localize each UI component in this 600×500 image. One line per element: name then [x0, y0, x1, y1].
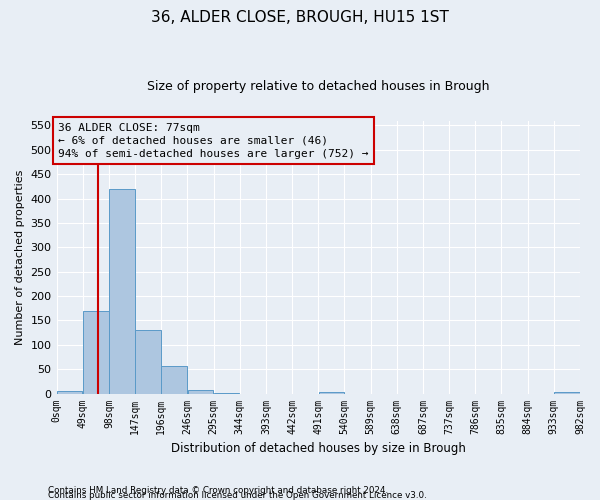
- Y-axis label: Number of detached properties: Number of detached properties: [15, 170, 25, 344]
- Bar: [319, 392, 344, 394]
- Bar: [161, 366, 187, 394]
- Text: Contains public sector information licensed under the Open Government Licence v3: Contains public sector information licen…: [48, 491, 427, 500]
- Bar: [109, 189, 135, 394]
- Bar: [83, 310, 109, 394]
- Title: Size of property relative to detached houses in Brough: Size of property relative to detached ho…: [147, 80, 490, 93]
- Bar: [57, 391, 82, 394]
- Bar: [214, 392, 239, 394]
- Bar: [554, 392, 580, 394]
- Text: 36 ALDER CLOSE: 77sqm
← 6% of detached houses are smaller (46)
94% of semi-detac: 36 ALDER CLOSE: 77sqm ← 6% of detached h…: [58, 122, 368, 159]
- X-axis label: Distribution of detached houses by size in Brough: Distribution of detached houses by size …: [171, 442, 466, 455]
- Bar: [188, 390, 214, 394]
- Text: 36, ALDER CLOSE, BROUGH, HU15 1ST: 36, ALDER CLOSE, BROUGH, HU15 1ST: [151, 10, 449, 25]
- Text: Contains HM Land Registry data © Crown copyright and database right 2024.: Contains HM Land Registry data © Crown c…: [48, 486, 388, 495]
- Bar: [136, 330, 161, 394]
